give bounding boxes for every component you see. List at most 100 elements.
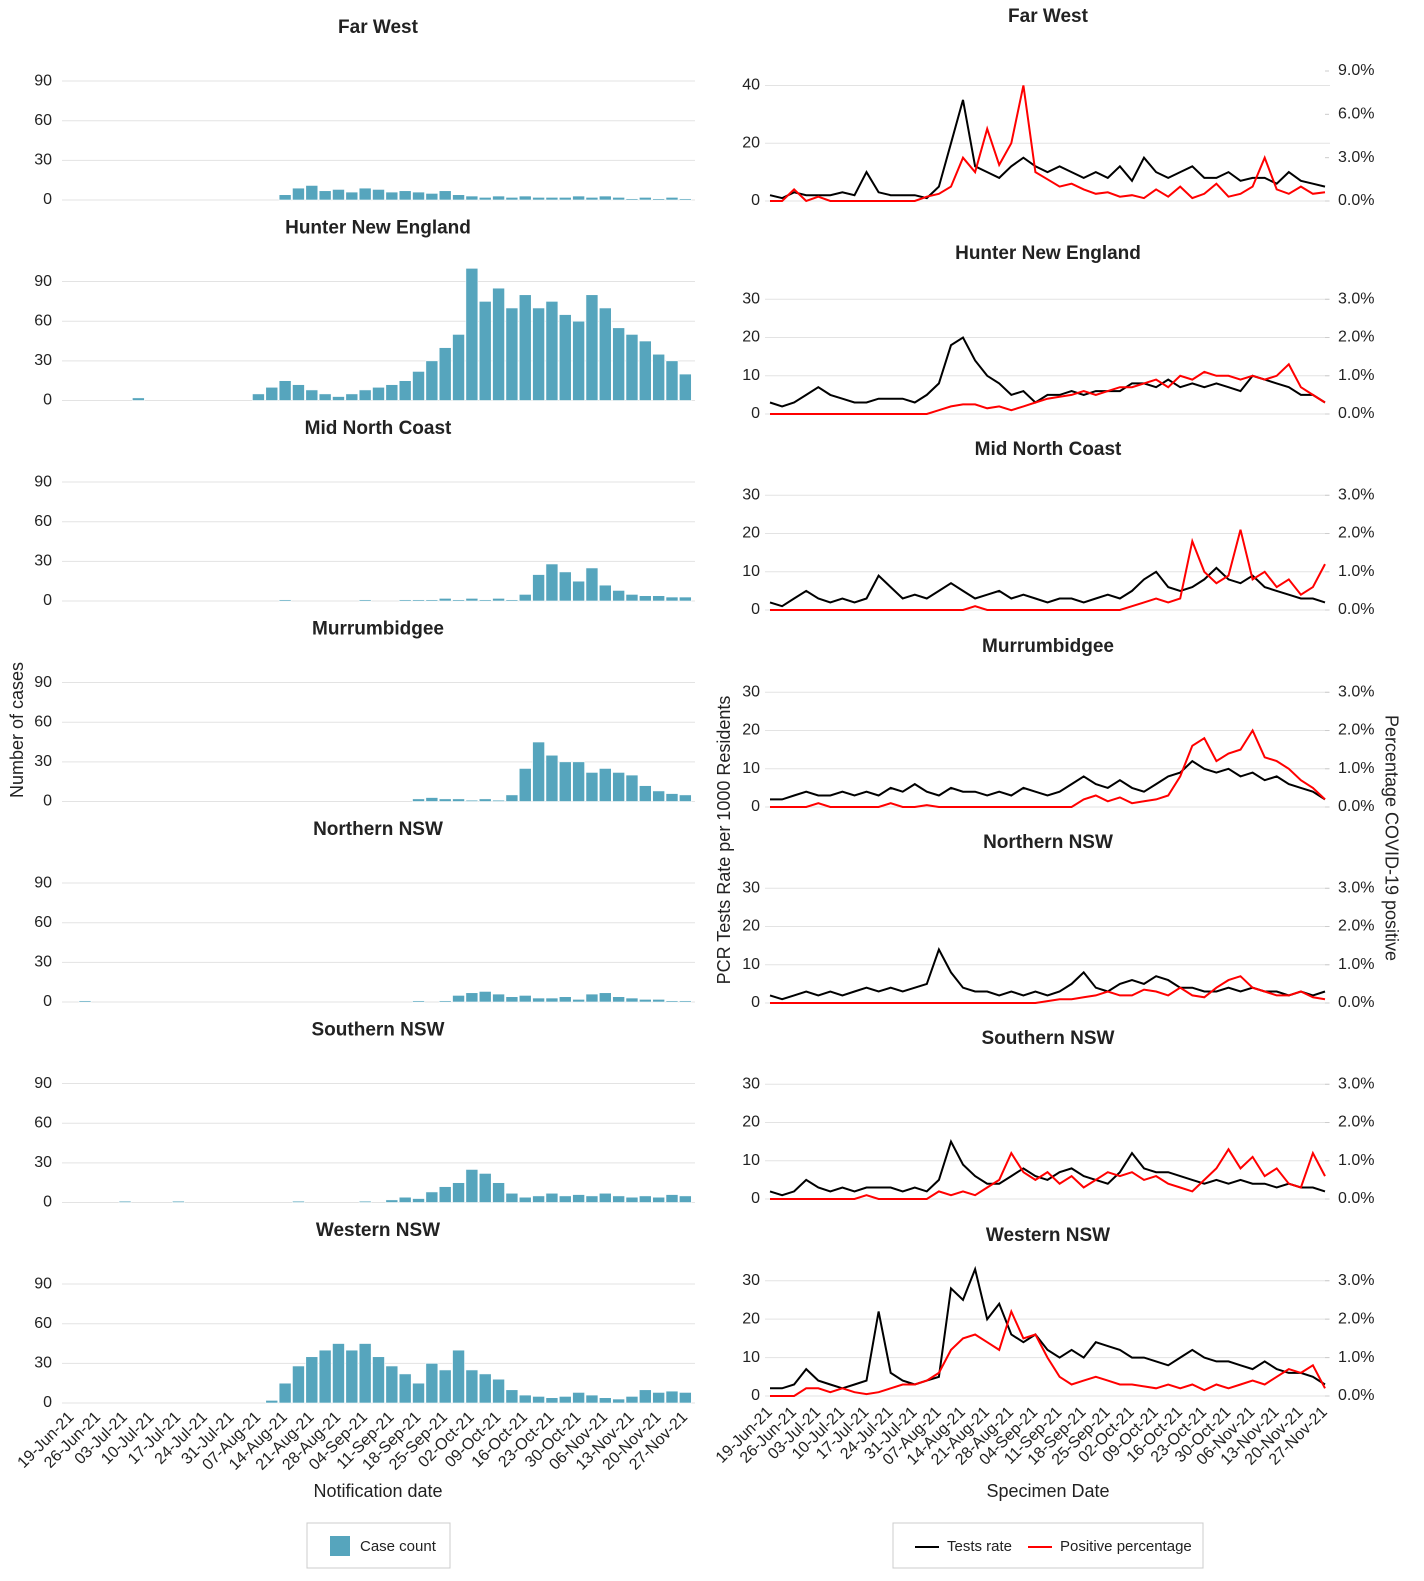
bar (612, 1398, 625, 1404)
bar (545, 1192, 559, 1203)
bar (505, 599, 519, 602)
bar (172, 1200, 185, 1203)
y2-tick-label: 2.0% (1338, 525, 1374, 542)
bar (358, 599, 372, 602)
bar (438, 347, 452, 401)
y-tick-label: 0 (43, 793, 52, 810)
y-tick-label: 30 (742, 684, 760, 701)
series-line (770, 85, 1326, 203)
bar (492, 287, 505, 401)
y2-tick-label: 0.0% (1338, 1190, 1374, 1207)
series-line (769, 336, 1326, 408)
bar (558, 571, 572, 602)
series-line (769, 1139, 1326, 1197)
bar (372, 386, 385, 401)
bar (625, 334, 639, 401)
bar (652, 595, 665, 602)
bar (478, 1173, 492, 1203)
y-tick-label: 30 (34, 753, 52, 770)
bar (452, 995, 465, 1003)
bar (505, 1192, 519, 1203)
bar (305, 1356, 319, 1404)
bar (372, 189, 385, 201)
bar (612, 996, 625, 1003)
bar (412, 798, 425, 802)
bar (585, 772, 599, 802)
bar (372, 1356, 385, 1404)
bar (332, 1343, 345, 1404)
series-line (770, 1308, 1326, 1397)
y2-tick-label: 6.0% (1338, 106, 1374, 123)
y2-tick-label: 3.0% (1338, 487, 1374, 504)
bar (665, 596, 679, 602)
bar (452, 194, 465, 201)
bar (625, 1396, 639, 1404)
bar (358, 389, 372, 401)
y-tick-label: 20 (742, 134, 760, 151)
y2-tick-label: 2.0% (1338, 722, 1374, 739)
bar (518, 1196, 532, 1203)
y-tick-label: 10 (742, 1349, 760, 1366)
bar (278, 1382, 292, 1404)
y-tick-label: 0 (43, 392, 52, 409)
bar (545, 563, 559, 602)
bar (598, 584, 612, 602)
bar (505, 794, 519, 802)
y2-tick-label: 3.0% (1338, 880, 1374, 897)
y-tick-label: 60 (34, 914, 52, 931)
bar (639, 340, 652, 401)
bar (385, 1365, 399, 1404)
y-tick-label: 30 (742, 1076, 760, 1093)
y2-tick-label: 0.0% (1338, 994, 1374, 1011)
bar (438, 190, 452, 201)
bar (532, 997, 545, 1003)
y-tick-label: 20 (742, 525, 760, 542)
bar (492, 993, 505, 1003)
bar (652, 353, 665, 401)
bar (639, 595, 652, 602)
bar (118, 1200, 132, 1203)
bar (278, 194, 292, 201)
bar (492, 1378, 505, 1404)
y-tick-label: 30 (742, 1272, 760, 1289)
panel-title: Mid North Coast (975, 439, 1122, 460)
panel-title: Murrumbidgee (312, 619, 444, 640)
y2-tick-label: 0.0% (1338, 192, 1374, 209)
y2-tick-label: 2.0% (1338, 329, 1374, 346)
y-tick-label: 30 (742, 487, 760, 504)
bar (398, 380, 412, 401)
bar (612, 197, 625, 201)
bar (385, 1199, 399, 1203)
bar (665, 793, 679, 802)
bar (425, 1363, 439, 1404)
bar (598, 1397, 612, 1404)
panel-title: Far West (338, 17, 419, 38)
y-tick-label: 90 (34, 473, 52, 490)
y2-tick-label: 0.0% (1338, 405, 1374, 422)
bar (505, 197, 519, 201)
bar (665, 197, 679, 201)
y-tick-label: 0 (751, 798, 760, 815)
bar (505, 996, 519, 1003)
bar (625, 997, 639, 1003)
series-line (770, 728, 1326, 808)
bar (412, 1382, 425, 1404)
bar (438, 598, 452, 602)
bar (545, 197, 559, 201)
bar (558, 314, 572, 401)
bar (625, 198, 639, 201)
bar (652, 198, 665, 201)
bar (332, 396, 345, 401)
bar (518, 594, 532, 602)
bar (652, 1392, 665, 1404)
bar (132, 397, 145, 401)
bar (558, 197, 572, 201)
y-tick-label: 10 (742, 760, 760, 777)
y2-tick-label: 0.0% (1338, 601, 1374, 618)
y-tick-label: 30 (34, 954, 52, 971)
y-tick-label: 0 (43, 191, 52, 208)
bar (465, 195, 479, 201)
bar (345, 393, 359, 401)
bar (318, 393, 332, 401)
y-tick-label: 0 (751, 1190, 760, 1207)
